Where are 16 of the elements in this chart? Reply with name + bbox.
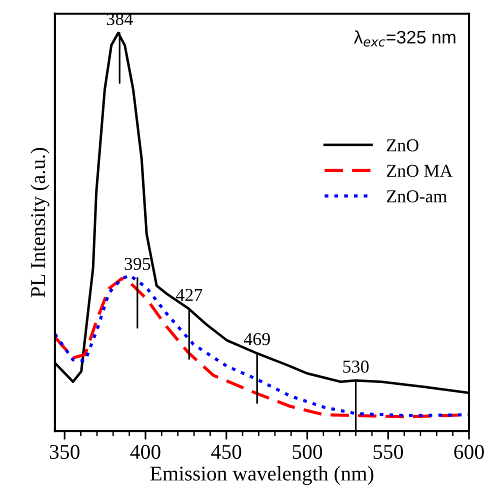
- x-tick-label: 450: [211, 444, 242, 459]
- legend-label: ZnO MA: [386, 164, 453, 177]
- annotation: 530: [343, 360, 369, 373]
- y-axis-title: PL Intensity (a.u.): [30, 148, 50, 298]
- x-axis-title: Emission wavelength (nm): [150, 466, 374, 485]
- x-tick-label: 350: [50, 444, 80, 459]
- annotation: 469: [244, 333, 270, 346]
- x-tick-label: 600: [454, 444, 484, 459]
- annotation: 427: [176, 288, 202, 301]
- legend-label: ZnO-am: [386, 190, 447, 202]
- annotation: 395: [124, 258, 150, 270]
- legend-label: ZnO: [386, 139, 418, 152]
- x-tick-label: 550: [374, 444, 403, 459]
- x-tick-label: 400: [130, 444, 160, 459]
- x-tick-label: 500: [292, 444, 322, 459]
- annotation: λ$_{exc}$=325 nm: [354, 30, 456, 47]
